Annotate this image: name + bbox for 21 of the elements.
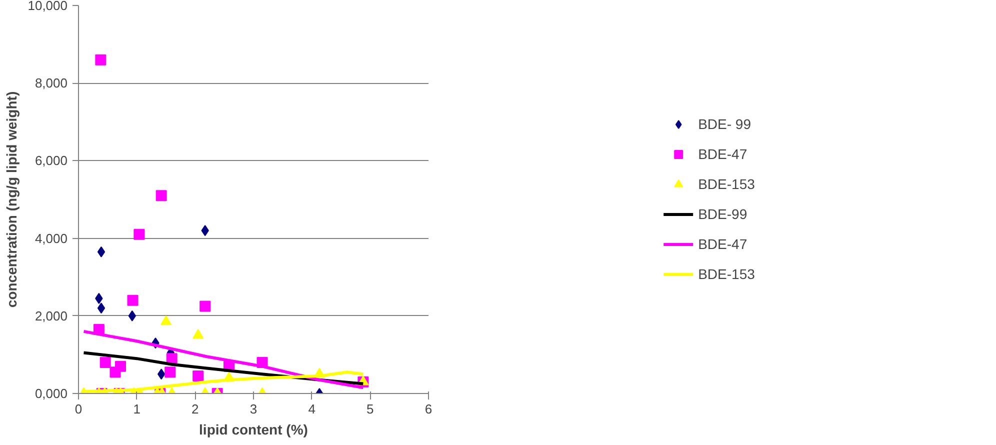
y-tick-label: 2,000 — [34, 308, 68, 324]
x-axis-title: lipid content (%) — [199, 422, 308, 438]
legend-label: BDE-47 — [698, 236, 748, 252]
x-tick-label: 5 — [366, 402, 374, 416]
y-axis-title: concentration (ng/g lipid weight) — [4, 91, 20, 308]
y-tick-label: 6,000 — [34, 153, 68, 168]
x-tick-label: 0 — [74, 402, 82, 416]
x-tick-label: 3 — [250, 402, 258, 416]
x-tick-label: 4 — [308, 402, 316, 416]
y-tick-label: 10,000 — [28, 0, 68, 13]
x-tick-label: 1 — [133, 402, 140, 416]
legend-label: BDE-153 — [698, 266, 755, 282]
legend-label: BDE-99 — [698, 206, 748, 222]
y-tick-label: 4,000 — [34, 230, 68, 246]
x-tick-label: 6 — [424, 402, 432, 416]
y-tick-label: 0,000 — [34, 386, 68, 401]
legend-label: BDE-153 — [698, 176, 755, 192]
x-tick-label: 2 — [192, 402, 199, 416]
y-tick-label: 8,000 — [34, 76, 68, 91]
legend-label: BDE- 99 — [698, 116, 752, 132]
legend-label: BDE-47 — [698, 146, 748, 162]
